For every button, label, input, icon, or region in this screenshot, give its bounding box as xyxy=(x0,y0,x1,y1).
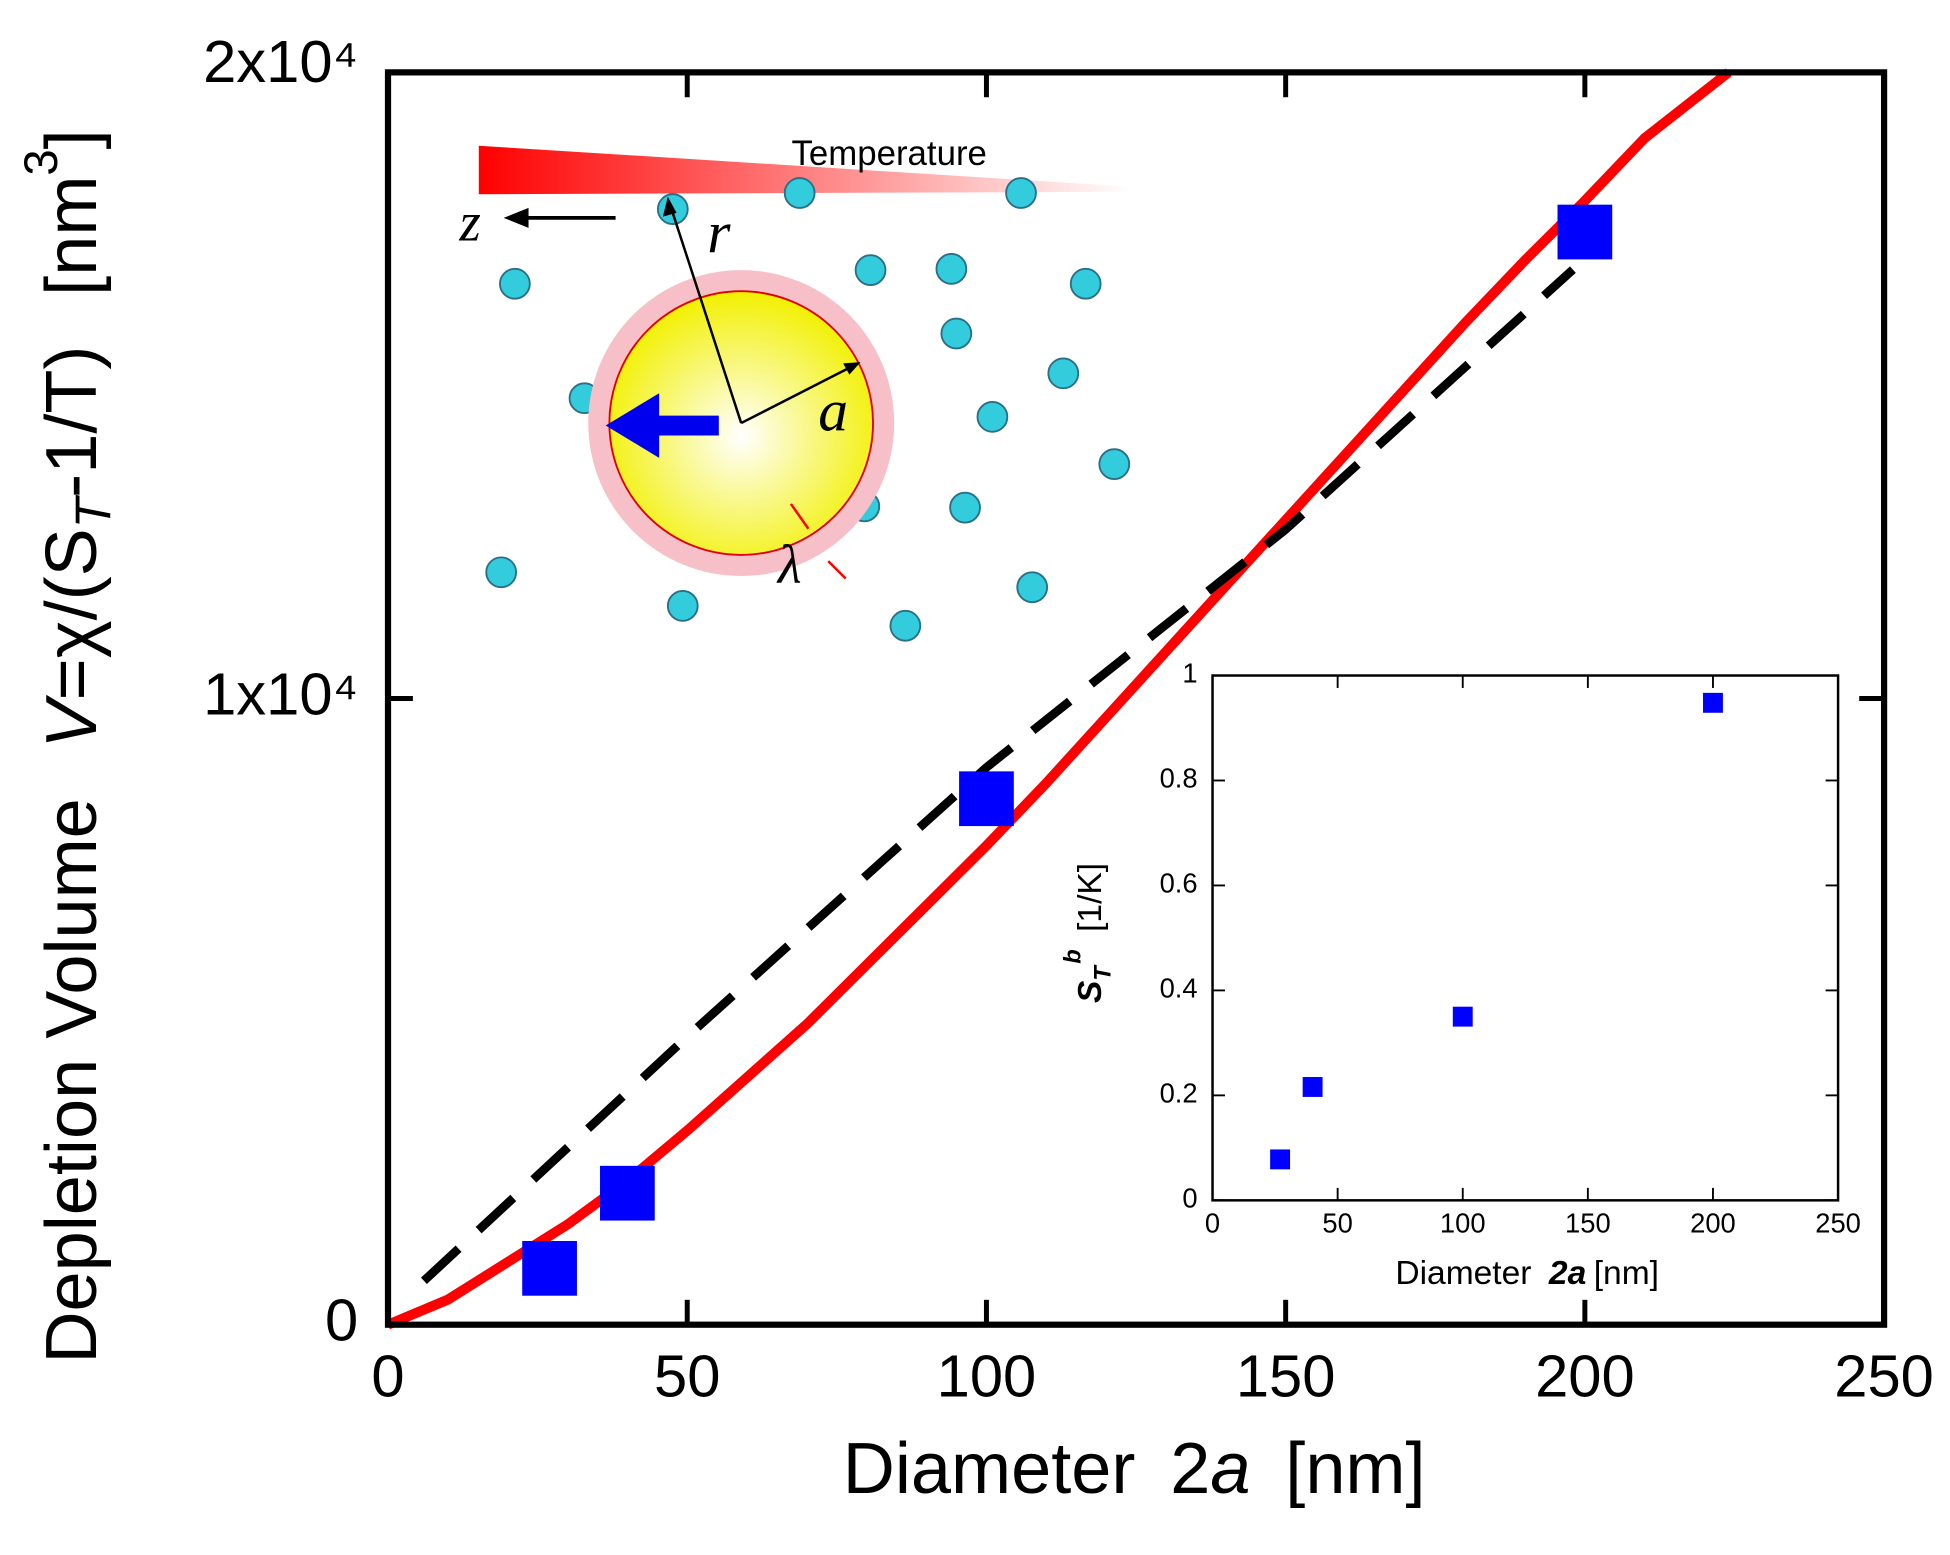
y-axis-label-part: T xyxy=(65,494,121,528)
annotation: r xyxy=(707,200,731,266)
lambda-arrow xyxy=(789,503,810,530)
x-tick-label: 100 xyxy=(1440,1207,1486,1238)
y-tick-label: 0.2 xyxy=(1160,1078,1198,1109)
x-tick-label: 0 xyxy=(371,1342,404,1409)
marker xyxy=(1452,1006,1473,1027)
a-arrow-head xyxy=(843,362,861,375)
marker xyxy=(1270,1149,1291,1170)
x-axis-label-part: 2a xyxy=(1548,1255,1586,1292)
x-tick-label: 150 xyxy=(1565,1207,1611,1238)
y-axis-label-part: T xyxy=(1091,964,1117,981)
y-axis-label-part: b xyxy=(1061,949,1087,963)
r-arrow-head xyxy=(662,196,677,217)
y-axis-label-part: 3 xyxy=(15,149,68,175)
x-axis-label-part: Diameter xyxy=(843,1429,1136,1509)
x-axis-label: Diameter 2a [nm] xyxy=(843,1429,1426,1509)
x-tick-label: 50 xyxy=(1322,1207,1352,1238)
y-axis-label-part: -1/T) xyxy=(32,346,112,498)
x-tick-label: 150 xyxy=(1236,1342,1336,1409)
plot-frame xyxy=(384,69,1888,1328)
y-axis-label: Depletion Volume V=χ/(ST-1/T) [nm3] xyxy=(15,129,121,1363)
y-axis-label-part: S xyxy=(1072,980,1109,1003)
y-axis-label-part: =χ/(S xyxy=(32,528,112,700)
x-tick-label: 250 xyxy=(1815,1207,1861,1238)
x-axis-label-part: [nm] xyxy=(1285,1429,1425,1509)
x-axis-label-part: 2 xyxy=(1170,1429,1210,1509)
line xyxy=(420,266,1576,1285)
marker xyxy=(1703,692,1723,713)
illustration: Temperature z r a λ xyxy=(458,134,1132,642)
annotation: a xyxy=(818,378,848,444)
y-axis-label-part: [1/K] xyxy=(1072,863,1109,932)
temperature-gradient xyxy=(478,145,1132,195)
annotation: λ xyxy=(776,533,802,594)
lambda-arrow xyxy=(827,560,847,580)
y-axis-label-part: [nm xyxy=(32,176,112,296)
marker xyxy=(1302,1077,1323,1097)
marker xyxy=(959,771,1014,827)
y-axis-label-part: Depletion Volume xyxy=(32,798,112,1363)
marker xyxy=(1557,204,1613,260)
x-axis-label-part: Diameter xyxy=(1395,1255,1531,1292)
z-arrow-head xyxy=(503,207,529,228)
a-arrow xyxy=(740,364,854,425)
motion-arrow-head xyxy=(605,393,660,458)
x-axis-label-part: [nm] xyxy=(1594,1255,1659,1292)
y-axis-label-part: ] xyxy=(32,129,112,149)
y-tick-label: 1x10⁴ xyxy=(203,660,358,727)
r-arrow xyxy=(669,205,743,424)
x-tick-label: 250 xyxy=(1834,1342,1934,1409)
y-tick-label: 0.4 xyxy=(1160,973,1198,1004)
y-tick-label: 0 xyxy=(1182,1183,1197,1214)
x-tick-label: 100 xyxy=(937,1342,1037,1409)
inset-background xyxy=(1212,675,1839,1201)
x-tick-label: 200 xyxy=(1690,1207,1736,1238)
x-axis-label: Diameter 2a [nm] xyxy=(1395,1255,1659,1292)
y-tick-label: 0.6 xyxy=(1160,868,1198,899)
plot-frame xyxy=(1211,674,1840,1202)
annotation: Temperature xyxy=(791,134,986,173)
y-axis-label-part: V xyxy=(32,694,112,748)
y-tick-label: 0 xyxy=(325,1286,358,1353)
y-axis-label: STb [1/K] xyxy=(1061,863,1117,1003)
y-tick-label: 1 xyxy=(1182,658,1197,689)
annotation: z xyxy=(458,191,480,252)
y-tick-label: 0.8 xyxy=(1160,763,1198,794)
marker xyxy=(600,1165,655,1221)
x-tick-label: 200 xyxy=(1535,1342,1635,1409)
x-axis-label-part: a xyxy=(1210,1429,1250,1509)
y-tick-label: 2x10⁴ xyxy=(203,28,358,95)
x-tick-label: 50 xyxy=(654,1342,720,1409)
marker xyxy=(522,1240,577,1296)
x-tick-label: 0 xyxy=(1205,1207,1220,1238)
